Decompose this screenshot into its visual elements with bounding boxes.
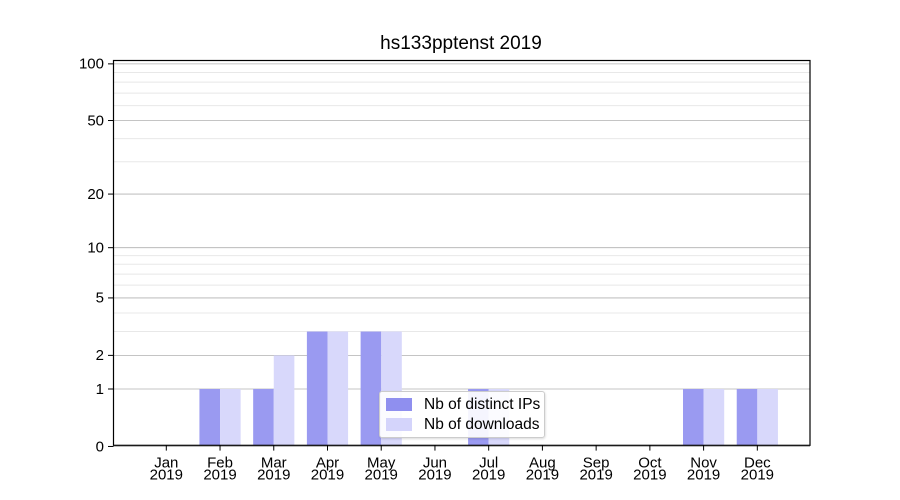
svg-text:2019: 2019 <box>633 466 666 483</box>
svg-text:2019: 2019 <box>203 466 236 483</box>
svg-text:2019: 2019 <box>311 466 344 483</box>
svg-text:hs133pptenst 2019: hs133pptenst 2019 <box>380 33 542 54</box>
svg-text:20: 20 <box>87 186 104 203</box>
svg-text:2019: 2019 <box>526 466 559 483</box>
svg-text:2: 2 <box>96 347 104 364</box>
svg-text:10: 10 <box>87 239 104 256</box>
svg-text:50: 50 <box>87 112 104 129</box>
svg-text:1: 1 <box>96 381 104 398</box>
svg-text:2019: 2019 <box>150 466 183 483</box>
svg-text:100: 100 <box>79 56 104 73</box>
svg-text:2019: 2019 <box>579 466 612 483</box>
svg-text:2019: 2019 <box>418 466 451 483</box>
svg-text:2019: 2019 <box>365 466 398 483</box>
svg-text:2019: 2019 <box>741 466 774 483</box>
svg-text:2019: 2019 <box>257 466 290 483</box>
svg-text:0: 0 <box>96 438 104 455</box>
svg-text:2019: 2019 <box>687 466 720 483</box>
svg-text:2019: 2019 <box>472 466 505 483</box>
svg-text:5: 5 <box>96 290 104 307</box>
